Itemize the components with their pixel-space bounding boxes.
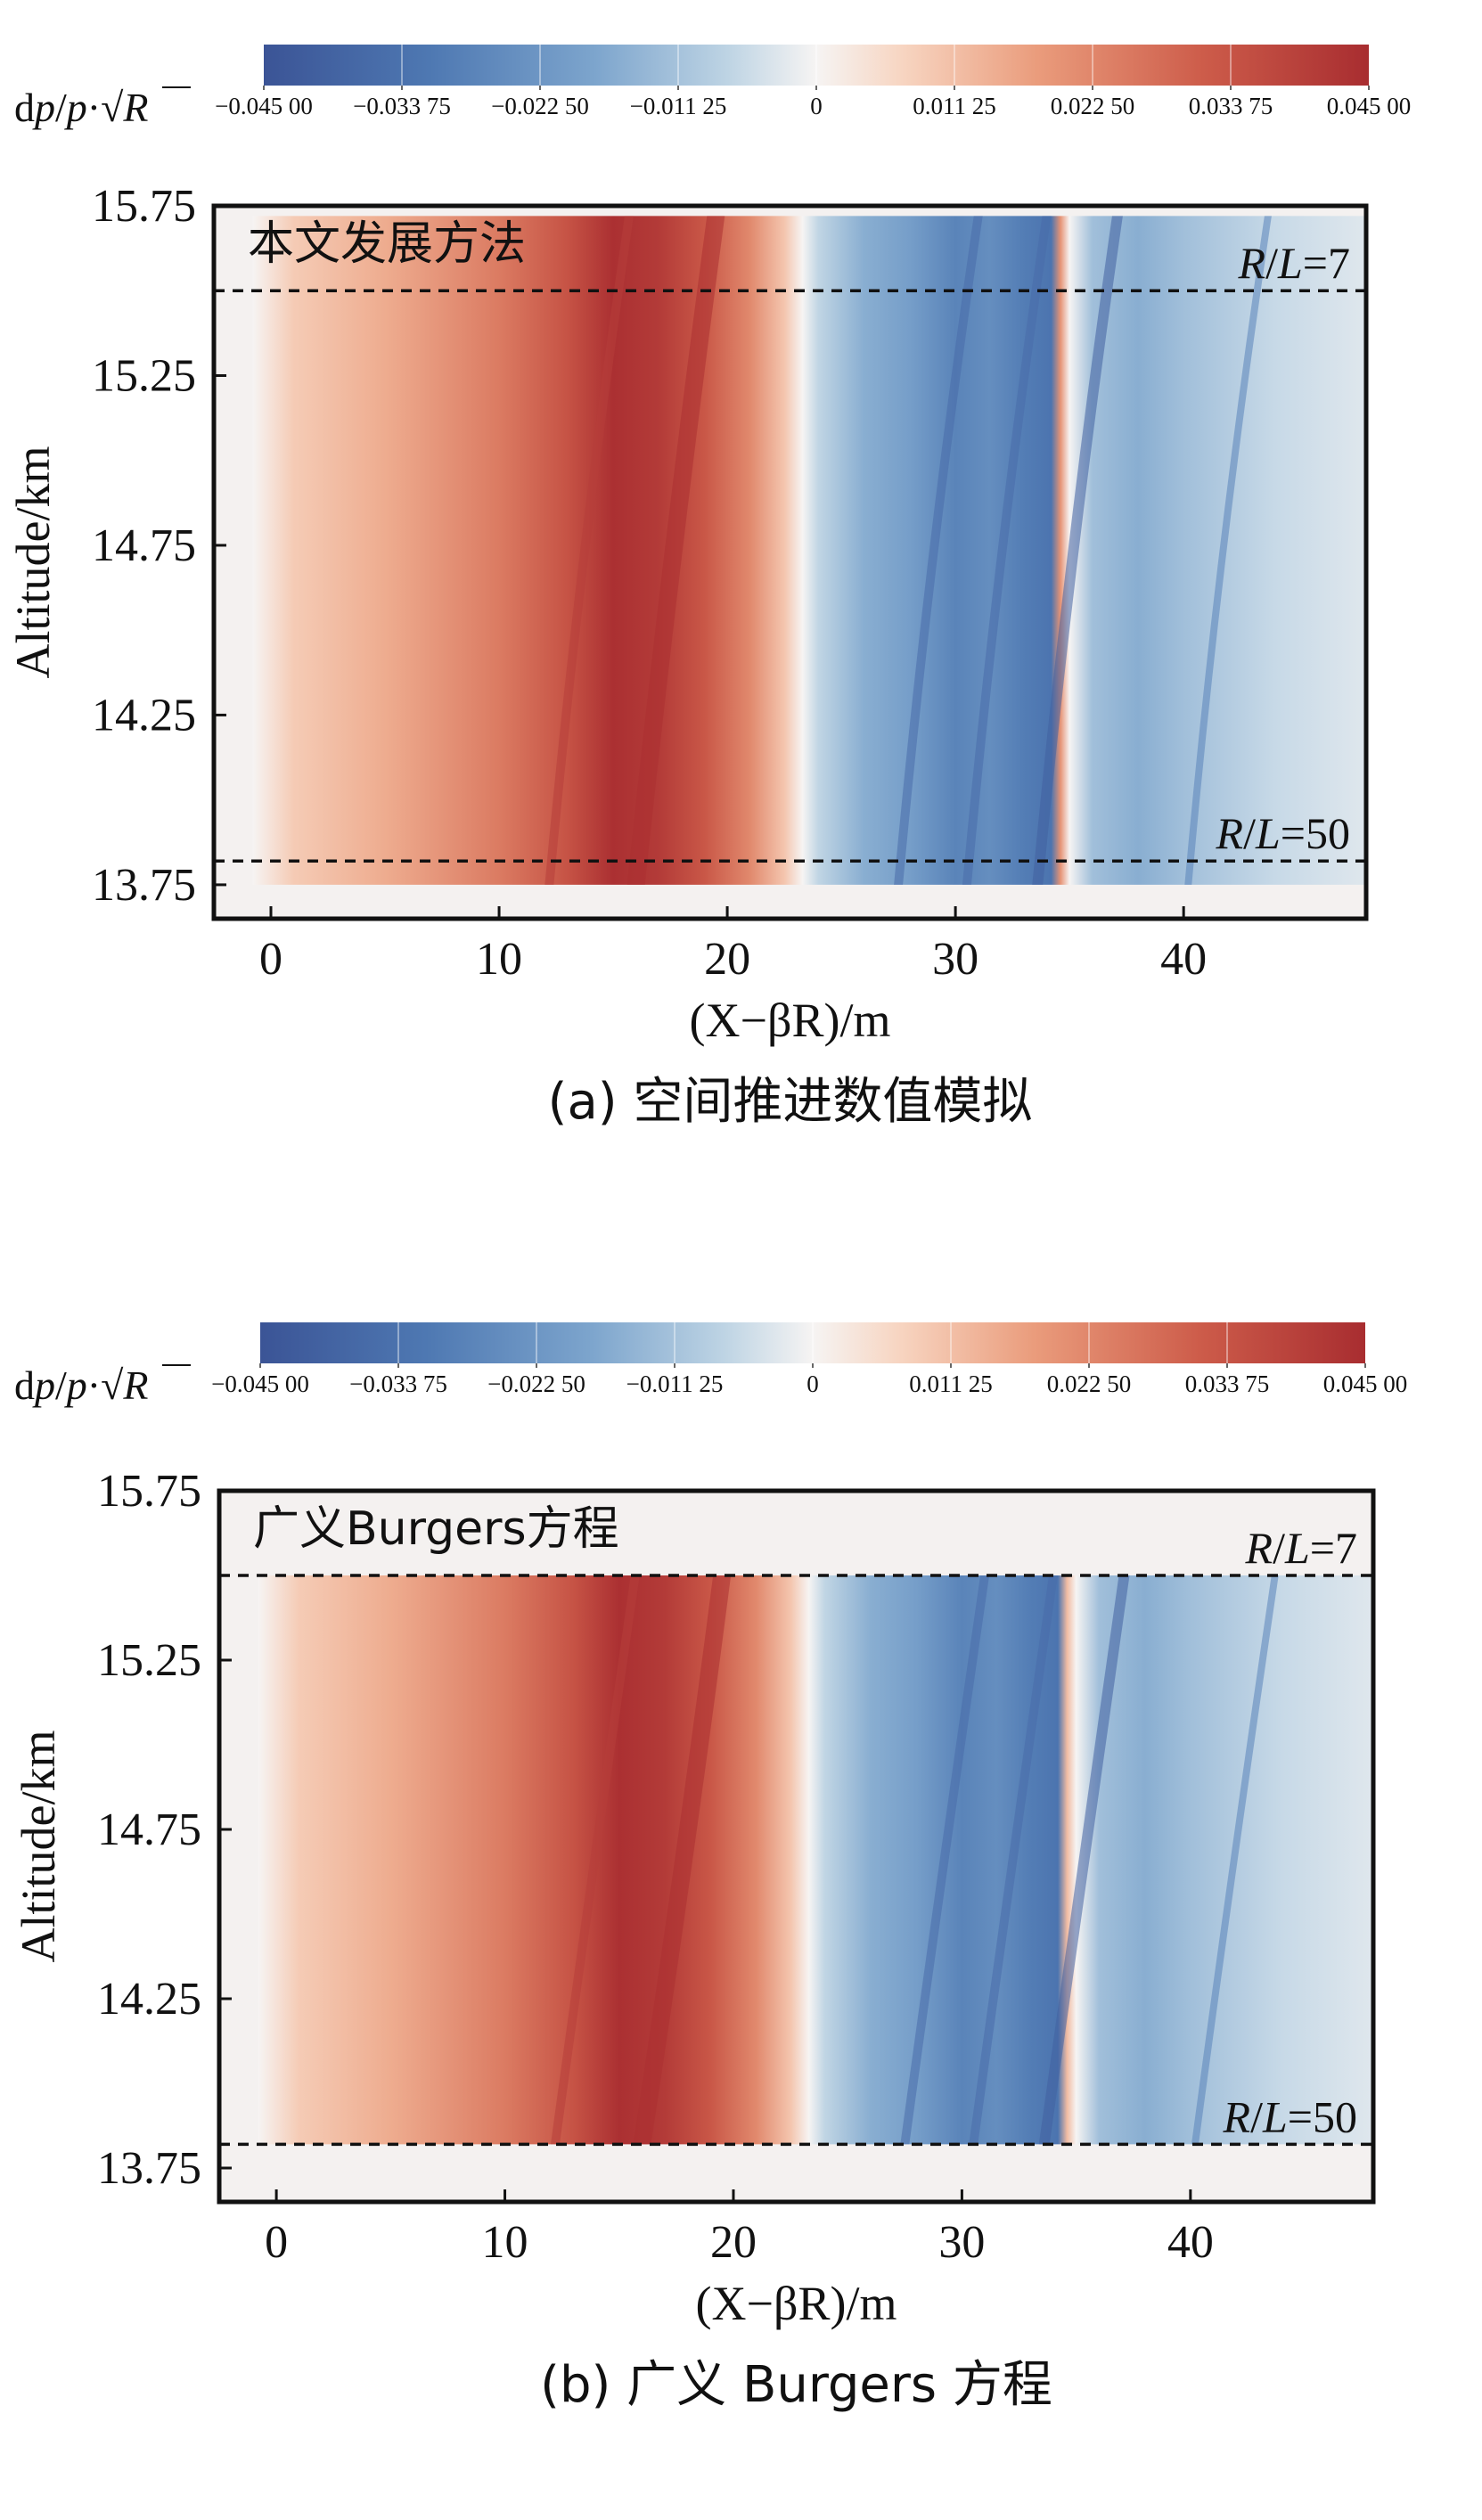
colorbar-tick-label: −0.022 50: [487, 1370, 585, 1397]
pressure-field: [258, 1575, 1374, 2145]
field-ridge: [1038, 1575, 1130, 2145]
field-ridge: [550, 1575, 640, 2145]
colorbar-tick-label: 0: [807, 1370, 819, 1397]
field-ridge: [1184, 216, 1272, 885]
y-tick-label: 14.75: [97, 1804, 201, 1855]
figure-caption: (a) 空间推进数值模拟: [548, 1073, 1033, 1131]
colorbar-tick-label: 0.045 00: [1327, 93, 1412, 119]
y-tick-label: 15.25: [97, 1635, 201, 1686]
colorbar-tick-label: 0.011 25: [913, 93, 996, 119]
x-tick-label: 30: [932, 934, 978, 985]
colorbar-tick-label: −0.045 00: [215, 93, 313, 119]
reference-line-label: R/L=7: [1238, 238, 1350, 288]
x-tick-label: 10: [482, 2217, 528, 2268]
in-plot-label: 广义Burgers方程: [253, 1502, 619, 1556]
panel-a: −0.045 00 −0.033 75 −0.022 50 −0.011 25 0 0.0…: [0, 0, 1482, 1237]
chart-a: −0.045 00 −0.033 75 −0.022 50 −0.011 25 0 0.0…: [6, 45, 1412, 1131]
y-tick-label: 14.75: [92, 520, 196, 571]
y-tick-label: 13.75: [92, 860, 196, 911]
reference-line-label: R/L=50: [1216, 808, 1350, 858]
field-ridge: [544, 216, 634, 885]
colorbar-tick-label: −0.011 25: [630, 93, 727, 119]
x-tick-label: 40: [1160, 934, 1207, 985]
field-ridge: [969, 1575, 1058, 2145]
colorbar-label: dp/p·√R: [14, 1362, 148, 1408]
colorbar-tick-label: 0.011 25: [909, 1370, 993, 1397]
field-ridge: [894, 216, 983, 885]
colorbar-tick-label: 0.045 00: [1323, 1370, 1408, 1397]
field-ridge: [1032, 216, 1123, 885]
colorbar-tick-label: 0.033 75: [1189, 93, 1273, 119]
field-ridge: [1191, 1575, 1279, 2145]
x-tick-label: 10: [476, 934, 522, 985]
x-tick-label: 20: [704, 934, 750, 985]
axes-frame: [217, 1488, 1376, 2205]
chart-b: −0.045 00 −0.033 75 −0.022 50 −0.011 25 0 0.0…: [12, 1322, 1408, 2414]
x-tick-label: 0: [265, 2217, 288, 2268]
colorbar-tick-label: −0.033 75: [353, 93, 451, 119]
y-tick-label: 13.75: [97, 2143, 201, 2194]
colorbar-tick-label: −0.033 75: [349, 1370, 447, 1397]
figure-caption: (b) 广义 Burgers 方程: [540, 2356, 1052, 2414]
colorbar-tick-label: 0.033 75: [1185, 1370, 1270, 1397]
field-ridge: [626, 216, 725, 885]
y-tick-label: 14.25: [97, 1974, 201, 2025]
y-tick-label: 14.25: [92, 690, 196, 740]
field-ridge: [962, 216, 1052, 885]
y-axis-label: Altitude/km: [12, 1730, 65, 1963]
y-tick-label: 15.25: [92, 350, 196, 401]
y-tick-label: 15.75: [97, 1466, 201, 1517]
pressure-field: [252, 216, 1366, 885]
colorbar-tick-label: −0.045 00: [211, 1370, 309, 1397]
axes-frame: [211, 203, 1369, 921]
colorbar-tick-label: 0.022 50: [1047, 1370, 1132, 1397]
in-plot-label: 本文发展方法: [248, 217, 526, 271]
x-tick-label: 30: [938, 2217, 985, 2268]
colorbar-tick-label: 0.022 50: [1051, 93, 1135, 119]
colorbar-tick-label: −0.022 50: [491, 93, 589, 119]
colorbar-tick-label: −0.011 25: [626, 1370, 724, 1397]
x-tick-label: 0: [259, 934, 282, 985]
field-ridge: [633, 1575, 732, 2145]
field-ridge: [900, 1575, 990, 2145]
x-axis-label: (X−βR)/m: [696, 2277, 897, 2330]
colorbar-tick-label: 0: [810, 93, 823, 119]
y-axis-label: Altitude/km: [6, 446, 60, 679]
x-tick-label: 40: [1167, 2217, 1214, 2268]
y-tick-label: 15.75: [92, 181, 196, 232]
panel-b: −0.045 00 −0.033 75 −0.022 50 −0.011 25 0 0.0…: [0, 1283, 1482, 2520]
reference-line-label: R/L=50: [1223, 2091, 1357, 2141]
x-tick-label: 20: [710, 2217, 757, 2268]
x-axis-label: (X−βR)/m: [690, 994, 891, 1047]
reference-line-label: R/L=7: [1245, 1523, 1357, 1573]
colorbar-label: dp/p·√R: [14, 85, 148, 130]
